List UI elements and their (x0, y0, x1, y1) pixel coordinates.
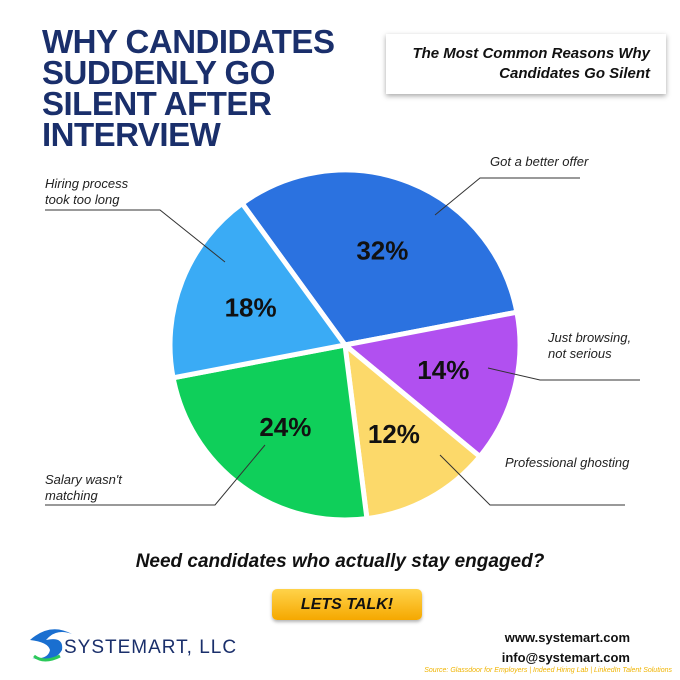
cta-button[interactable]: LETS TALK! (272, 589, 422, 620)
value-label: 14% (417, 355, 469, 385)
slice-label: Professional ghosting (505, 455, 630, 470)
title: WHY CANDIDATES SUDDENLY GO SILENT AFTER … (42, 23, 335, 153)
company-name: SYSTEMART, LLC (64, 637, 238, 658)
value-label: 32% (356, 236, 408, 266)
pie-slice (167, 199, 350, 381)
slice-label: Just browsing, not serious (548, 330, 632, 361)
leader-line (487, 367, 640, 381)
pie-slice (170, 342, 370, 523)
source: Source: Glassdoor for Employers | Indeed… (424, 667, 672, 674)
value-label: 18% (225, 293, 277, 323)
cta-question: Need candidates who actually stay engage… (135, 551, 545, 572)
subtitle: The Most Common Reasons Why Candidates G… (386, 34, 666, 94)
logo-swoosh (33, 654, 61, 662)
value-label: 12% (368, 419, 420, 449)
pie-slice (339, 309, 523, 461)
slice-label: Hiring process took too long (45, 176, 129, 207)
pie-slice (341, 339, 484, 522)
website: www.systemart.com (504, 630, 630, 645)
leader-line (434, 177, 580, 216)
email: info@systemart.com (501, 650, 630, 665)
leader-line (439, 454, 625, 506)
value-label: 24% (259, 412, 311, 442)
leader-line (45, 209, 226, 263)
slice-label: Got a better offer (490, 154, 589, 169)
leader-line (45, 444, 266, 506)
logo (30, 629, 72, 660)
slice-label: Salary wasn't matching (45, 472, 122, 503)
pie-slice (238, 167, 520, 348)
